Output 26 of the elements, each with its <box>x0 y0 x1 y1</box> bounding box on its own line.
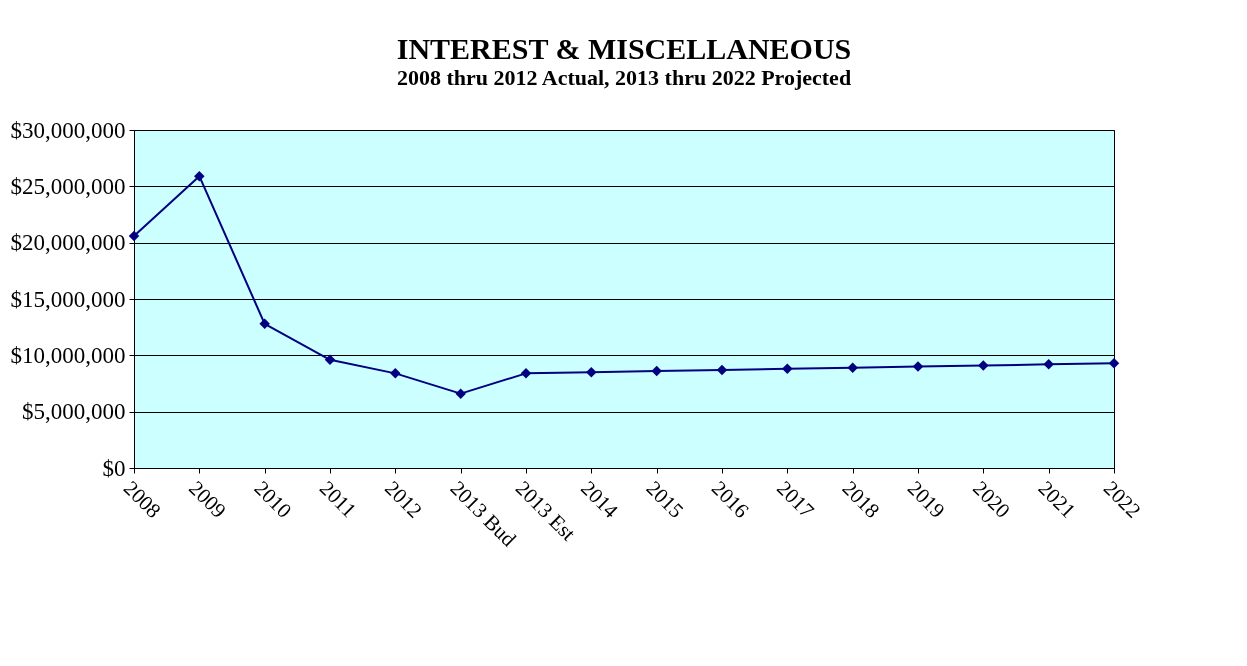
x-tick-label: 2017 <box>772 476 819 523</box>
point <box>782 363 793 375</box>
point <box>716 364 728 376</box>
y-tick-label: $10,000,000 <box>10 342 126 368</box>
y-tick-label: $20,000,000 <box>10 230 126 256</box>
point <box>324 354 336 366</box>
chart-title: INTEREST & MISCELLANEOUS <box>396 32 852 65</box>
y-tick-label: $25,000,000 <box>10 173 126 199</box>
point <box>651 365 662 377</box>
point <box>586 366 597 378</box>
y-tick-label: $15,000,000 <box>10 286 126 312</box>
point <box>912 361 924 372</box>
point <box>194 170 205 182</box>
chart-subtitle: 2008 thru 2012 Actual, 2013 thru 2022 Projected <box>396 65 852 90</box>
y-tick-label: $0 <box>102 455 126 481</box>
point <box>1108 357 1120 369</box>
point <box>455 388 466 399</box>
y-tick-label: $30,000,000 <box>10 117 126 143</box>
point <box>1043 359 1054 370</box>
point <box>390 368 401 379</box>
point <box>259 318 270 330</box>
point <box>978 360 989 371</box>
point <box>520 368 532 379</box>
point <box>847 362 858 373</box>
y-tick-label: $5,000,000 <box>22 399 126 425</box>
point <box>128 230 140 242</box>
